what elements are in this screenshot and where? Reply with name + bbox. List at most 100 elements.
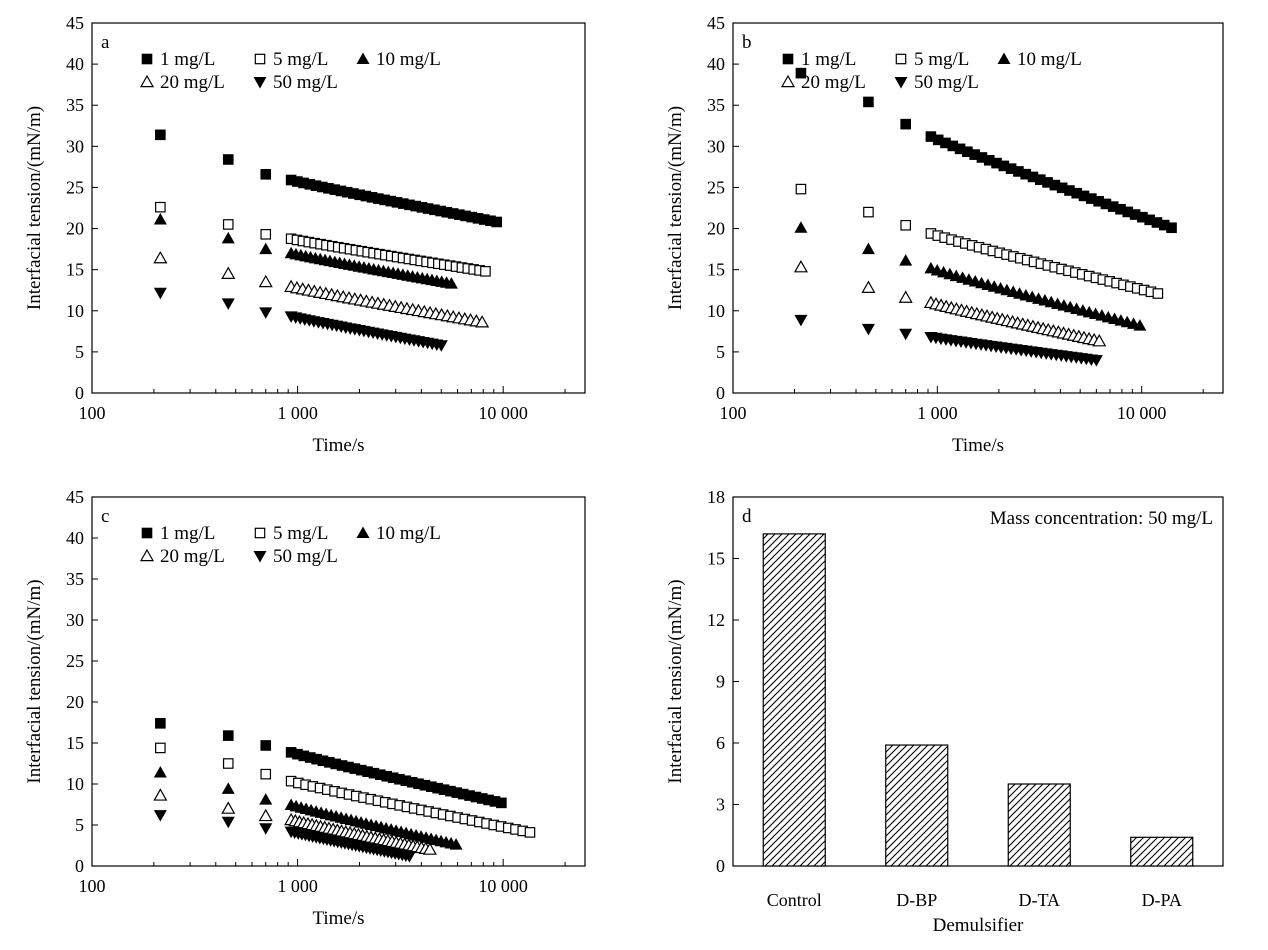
x-category-label: D-PA (1142, 890, 1182, 910)
data-point (1013, 166, 1024, 177)
y-axis-label: Interfacial tension/(mN/m) (665, 106, 686, 310)
data-point (434, 340, 448, 352)
plot-frame (91, 22, 586, 394)
x-category-label: D-TA (1018, 890, 1060, 910)
data-point (153, 788, 168, 801)
data-point (258, 274, 273, 288)
data-point (402, 851, 416, 863)
data-point (1137, 211, 1148, 223)
data-point (1093, 195, 1104, 207)
data-point (1089, 355, 1103, 367)
legend-marker (141, 527, 153, 539)
y-tick-label: 5 (75, 342, 84, 362)
legend-marker (782, 53, 794, 65)
data-point (438, 784, 450, 795)
data-point (324, 757, 335, 768)
y-tick-label: 5 (75, 815, 84, 835)
data-point (354, 189, 365, 201)
data-point (258, 808, 273, 822)
data-point (222, 154, 234, 165)
data-point (457, 788, 469, 800)
y-tick-label: 25 (66, 177, 84, 197)
series-0 (795, 67, 1177, 234)
legend-marker (254, 53, 266, 65)
y-tick-label: 9 (716, 672, 725, 692)
x-axis-label: Time/s (312, 908, 364, 929)
y-axis-label: Interfacial tension/(mN/m) (24, 106, 45, 310)
data-point (222, 758, 234, 769)
data-point (1027, 171, 1039, 183)
data-point (793, 259, 808, 273)
y-tick-label: 15 (707, 260, 725, 280)
plot-frame (732, 22, 1224, 394)
data-point (413, 778, 424, 790)
data-point (422, 842, 437, 855)
legend-marker (356, 52, 370, 64)
y-tick-label: 30 (66, 610, 84, 630)
y-axis-label: Interfacial tension/(mN/m) (24, 579, 45, 783)
data-point (323, 183, 334, 194)
x-tick-label: 1 000 (277, 403, 318, 423)
series-0 (155, 129, 503, 228)
data-point (898, 290, 913, 303)
data-point (454, 209, 465, 220)
series-2 (794, 221, 1147, 331)
data-point (375, 769, 386, 781)
data-point (489, 796, 501, 807)
y-tick-label: 6 (716, 733, 725, 753)
legend-label: 20 mg/L (160, 72, 225, 93)
panel-letter: d (742, 506, 752, 527)
data-point (962, 146, 973, 158)
y-tick-label: 40 (66, 528, 84, 548)
data-point (940, 137, 951, 149)
data-point (260, 740, 272, 751)
data-point (1115, 203, 1126, 215)
data-point (1086, 193, 1097, 204)
panel-letter: c (101, 506, 109, 527)
data-point (335, 185, 347, 197)
x-axis-label: Time/s (312, 435, 364, 456)
y-tick-label: 5 (716, 342, 725, 362)
series-4 (794, 314, 1103, 367)
data-point (343, 761, 354, 773)
data-point (435, 205, 446, 217)
y-tick-label: 30 (66, 136, 84, 156)
data-point (336, 760, 348, 771)
bar-d-ta (1007, 783, 1071, 867)
legend-label: 5 mg/L (914, 49, 969, 70)
data-point (1071, 187, 1083, 199)
data-point (451, 787, 463, 798)
legend-marker (895, 53, 907, 65)
legend-label: 50 mg/L (273, 546, 338, 567)
x-tick-label: 10 000 (478, 876, 528, 896)
y-tick-label: 0 (75, 856, 84, 876)
bar-d-bp (885, 744, 949, 867)
data-point (298, 177, 309, 189)
legend-marker (356, 526, 370, 538)
data-point (298, 750, 310, 762)
panel-a: 0 5 10 15 20 25 30 35 40 45 a Interfacial tension/(… (24, 13, 586, 456)
data-point (368, 767, 380, 779)
data-point (947, 140, 959, 152)
legend-marker (254, 527, 266, 539)
x-tick-label: 100 (720, 403, 747, 423)
data-point (976, 152, 988, 163)
data-point (1107, 201, 1119, 212)
legend-marker (139, 74, 155, 88)
y-tick-label: 20 (66, 219, 84, 239)
y-tick-label: 15 (707, 549, 725, 569)
data-point (449, 838, 463, 850)
data-point (441, 206, 453, 218)
x-tick-label: 100 (79, 403, 106, 423)
data-point (425, 781, 437, 793)
legend-marker (253, 551, 267, 563)
data-point (348, 188, 359, 199)
data-point (391, 197, 403, 208)
data-point (464, 790, 475, 801)
data-point (480, 266, 491, 277)
y-tick-label: 0 (716, 383, 725, 403)
data-point (900, 219, 911, 231)
data-point (260, 168, 272, 180)
y-tick-label: 35 (66, 569, 84, 589)
